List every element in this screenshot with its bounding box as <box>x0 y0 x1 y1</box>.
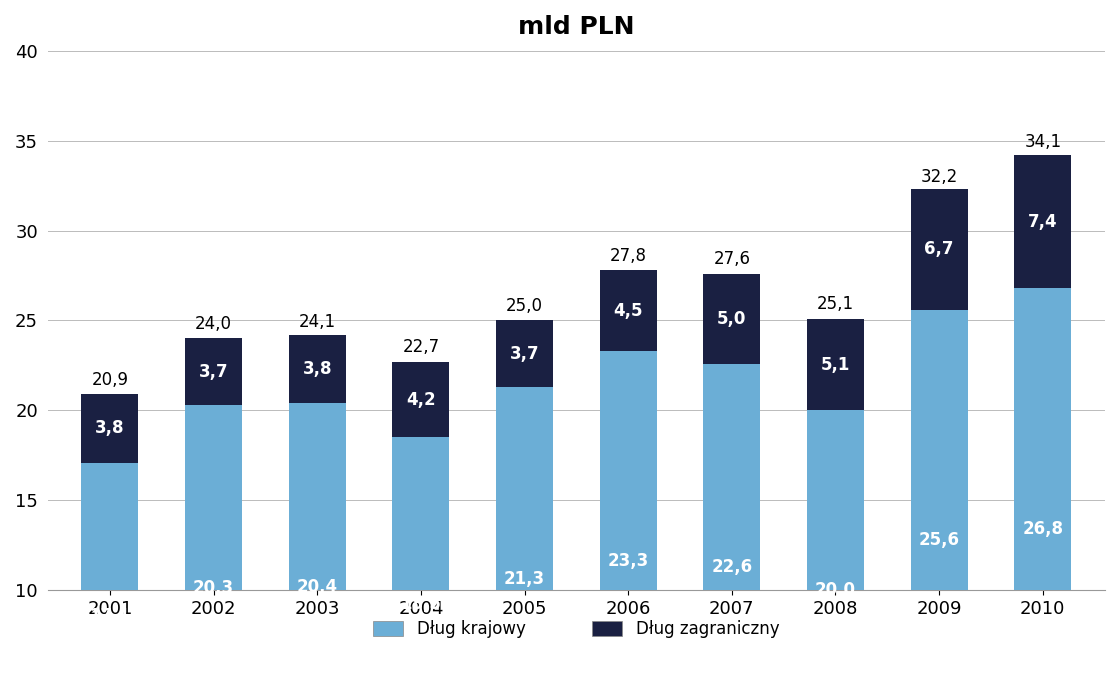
Text: 7,4: 7,4 <box>1028 212 1057 230</box>
Bar <box>808 319 864 411</box>
Bar <box>82 463 139 696</box>
Text: 5,1: 5,1 <box>821 356 850 374</box>
Bar <box>1015 155 1072 288</box>
Text: 32,2: 32,2 <box>921 168 958 186</box>
Text: 25,0: 25,0 <box>506 297 543 315</box>
Text: 26,8: 26,8 <box>1023 520 1063 538</box>
Bar <box>185 338 242 405</box>
Bar <box>911 310 968 696</box>
Bar <box>599 270 656 351</box>
Text: 18,5: 18,5 <box>401 594 441 612</box>
Bar <box>808 411 864 696</box>
Bar <box>599 351 656 696</box>
Bar <box>496 320 553 387</box>
Text: 20,4: 20,4 <box>297 578 338 596</box>
Text: 34,1: 34,1 <box>1025 134 1062 152</box>
Text: 3,7: 3,7 <box>198 363 228 381</box>
Text: 3,8: 3,8 <box>302 360 332 378</box>
Text: 17,1: 17,1 <box>90 608 130 625</box>
Title: mld PLN: mld PLN <box>519 15 635 39</box>
Bar <box>1015 288 1072 696</box>
Text: 3,7: 3,7 <box>510 345 540 363</box>
Text: 22,6: 22,6 <box>711 557 753 576</box>
Bar <box>82 394 139 463</box>
Text: 20,9: 20,9 <box>92 371 129 389</box>
Bar <box>703 274 760 363</box>
Text: 27,6: 27,6 <box>713 251 750 268</box>
Bar <box>496 387 553 696</box>
Text: 3,8: 3,8 <box>95 420 124 437</box>
Bar <box>392 362 449 437</box>
Text: 21,3: 21,3 <box>504 569 545 587</box>
Text: 25,1: 25,1 <box>816 295 855 313</box>
Text: 20,0: 20,0 <box>815 581 856 599</box>
Text: 23,3: 23,3 <box>607 551 648 569</box>
Bar <box>392 437 449 696</box>
Text: 24,1: 24,1 <box>299 313 336 331</box>
Bar <box>289 403 346 696</box>
Bar <box>185 405 242 696</box>
Text: 4,5: 4,5 <box>614 301 643 319</box>
Text: 24,0: 24,0 <box>195 315 232 333</box>
Bar <box>911 189 968 310</box>
Text: 6,7: 6,7 <box>924 240 954 258</box>
Text: 5,0: 5,0 <box>717 310 747 328</box>
Bar <box>703 363 760 696</box>
Text: 4,2: 4,2 <box>407 390 436 409</box>
Legend: Dług krajowy, Dług zagraniczny: Dług krajowy, Dług zagraniczny <box>365 612 787 647</box>
Text: 27,8: 27,8 <box>609 246 646 264</box>
Text: 22,7: 22,7 <box>402 338 439 356</box>
Bar <box>289 335 346 403</box>
Text: 25,6: 25,6 <box>918 531 960 549</box>
Text: 20,3: 20,3 <box>193 578 234 596</box>
